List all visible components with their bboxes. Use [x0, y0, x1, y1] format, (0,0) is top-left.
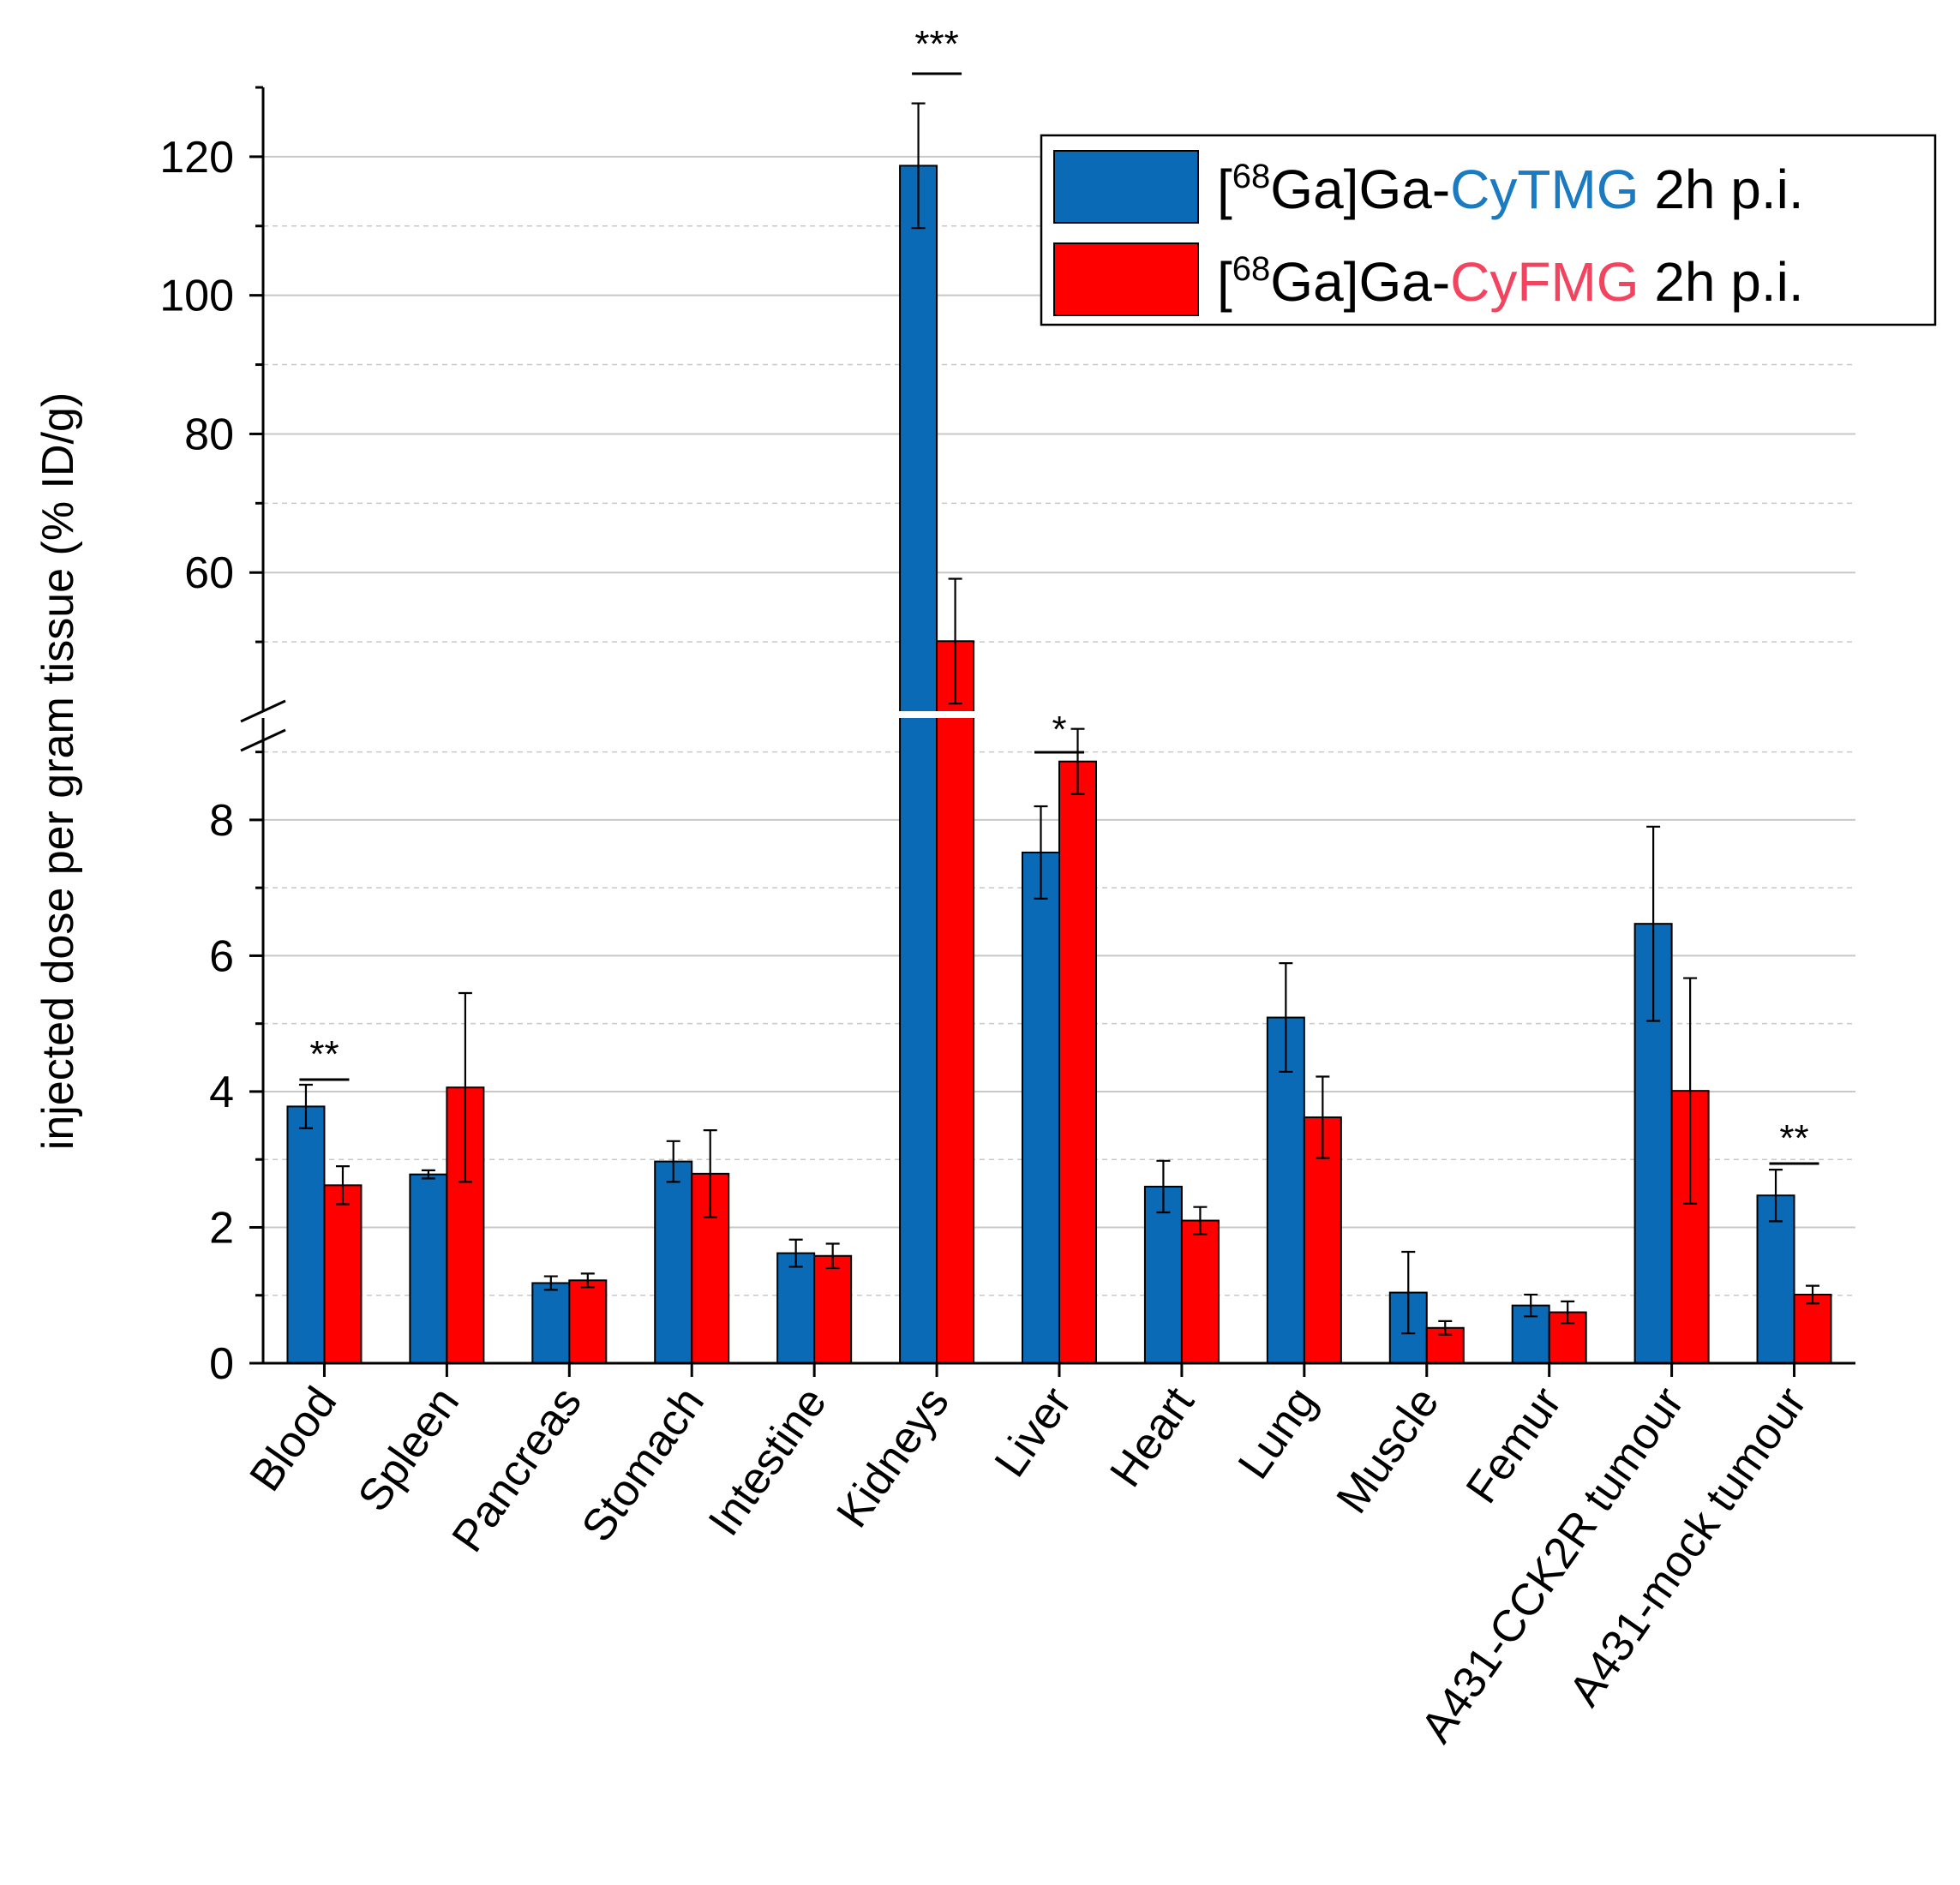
bar-cyfmg[interactable] [1793, 1293, 1832, 1364]
x-category-label: Intestine [699, 1379, 836, 1545]
x-category-label: Stomach [572, 1379, 714, 1551]
bar-cyfmg[interactable] [568, 1279, 608, 1364]
y-tick-label: 6 [209, 931, 234, 981]
x-category-label: Femur [1457, 1379, 1572, 1512]
axis-break-mark [240, 699, 286, 723]
significance-label: ** [309, 1033, 339, 1075]
y-tick-label: 8 [209, 796, 234, 846]
legend-label: [68Ga]Ga-CyFMG 2h p.i. [1217, 250, 1804, 313]
y-tick-label: 2 [209, 1203, 234, 1253]
y-axis-title: injected dose per gram tissue (% ID/g) [33, 392, 83, 1150]
x-category-label: Kidneys [827, 1379, 959, 1537]
x-category-label: Blood [240, 1379, 346, 1500]
bar-cytmg[interactable] [776, 1252, 816, 1364]
bar-cyfmg[interactable] [323, 1184, 363, 1365]
x-category-label: Liver [986, 1379, 1082, 1487]
x-category-label: Spleen [349, 1379, 469, 1521]
bar-cyfmg[interactable] [936, 640, 975, 1364]
y-tick-label: 4 [209, 1068, 234, 1117]
axis-break-mark [240, 728, 286, 752]
bar-cyfmg[interactable] [1180, 1219, 1220, 1364]
y-tick-label: 80 [184, 410, 234, 459]
bar-cytmg[interactable] [654, 1160, 693, 1364]
y-tick-label: 100 [159, 272, 234, 321]
significance-label: * [1052, 709, 1066, 751]
y-tick-label: 0 [209, 1339, 234, 1389]
bar-cytmg[interactable] [286, 1105, 326, 1364]
x-category-label: Lung [1229, 1379, 1327, 1488]
bar-cyfmg[interactable] [813, 1254, 853, 1364]
bar-cyfmg[interactable] [1058, 760, 1097, 1364]
bar-cytmg[interactable] [409, 1173, 448, 1365]
x-category-label: Heart [1100, 1378, 1204, 1496]
legend-swatch [1053, 150, 1199, 224]
y-tick-label: 60 [184, 548, 234, 598]
significance-label: ** [1779, 1117, 1808, 1159]
x-category-label: Muscle [1328, 1379, 1449, 1523]
y-tick-label: 120 [159, 133, 234, 183]
legend-label: [68Ga]Ga-CyTMG 2h p.i. [1217, 158, 1804, 220]
bar-cytmg[interactable] [1022, 851, 1060, 1364]
x-category-label: A431-mock tumour [1560, 1379, 1816, 1715]
axis-break-gap [262, 711, 1856, 718]
bar-cytmg[interactable] [531, 1282, 571, 1365]
bar-cytmg[interactable] [899, 165, 938, 1365]
significance-label: *** [914, 23, 958, 65]
legend-swatch [1053, 242, 1199, 316]
